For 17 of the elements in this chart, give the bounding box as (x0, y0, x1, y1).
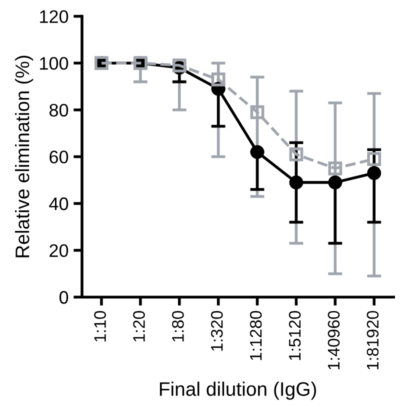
x-tick-label: 1:5120 (288, 310, 301, 360)
x-tick-label: 1:80 (172, 310, 184, 342)
x-tick-label: 1:81920 (366, 310, 379, 370)
x-tick-label: 1:320 (210, 310, 223, 351)
y-axis-title: Relative elimination (%) (15, 56, 34, 258)
x-tick-label: 1:40960 (328, 310, 340, 370)
x-tick-label: 1:20 (133, 310, 145, 342)
x-tick-label: 1:1280 (250, 310, 262, 360)
y-tick-label: 80 (50, 104, 68, 117)
x-axis-title: Final dilution (IgG) (160, 382, 316, 400)
y-tick-label: 40 (49, 197, 68, 210)
y-tick-label: 60 (50, 150, 68, 164)
y-tick-label: 20 (50, 244, 68, 258)
x-tick-label: 1:10 (94, 310, 106, 342)
y-tick-label: 0 (59, 291, 68, 304)
y-tick-label: 120 (40, 10, 68, 23)
y-tick-label: 100 (40, 57, 68, 70)
